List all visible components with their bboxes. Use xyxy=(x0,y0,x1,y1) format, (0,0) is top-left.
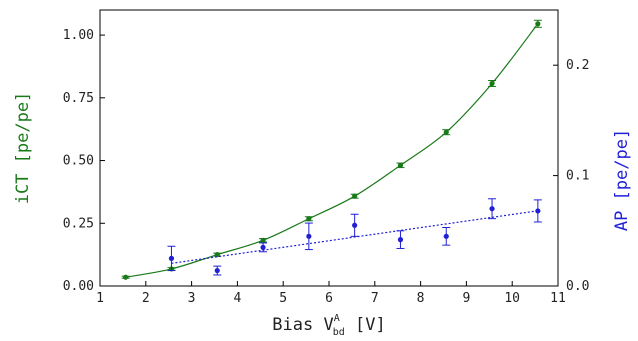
marker xyxy=(489,206,495,212)
ap-fit-line xyxy=(171,210,538,264)
x-axis-title-superscript: A xyxy=(334,313,340,324)
ict-data-point xyxy=(121,274,130,280)
series-layer xyxy=(121,19,542,280)
left-y-tick-label: 0.25 xyxy=(63,216,94,231)
ict-data-point xyxy=(488,80,497,88)
ap-data-point xyxy=(350,213,359,237)
left-y-tick-label: 0.00 xyxy=(63,279,94,294)
ict-data-point xyxy=(304,216,313,222)
marker xyxy=(443,233,449,239)
right-y-axis: 0.0 0.1 0.2 xyxy=(553,58,589,294)
left-y-axis-title: iCT [pe/pe] xyxy=(13,92,33,205)
marker xyxy=(352,193,358,199)
x-tick-label: 4 xyxy=(233,291,241,306)
plot-frame xyxy=(99,9,559,287)
marker xyxy=(306,233,312,239)
ap-data-point xyxy=(442,226,451,246)
icT-fit-line xyxy=(125,23,539,278)
x-axis-title-suffix: [V] xyxy=(345,315,386,335)
ict-data-point xyxy=(396,162,405,169)
marker xyxy=(306,216,312,222)
x-tick-label: 11 xyxy=(550,291,566,306)
x-tick-label: 3 xyxy=(188,291,196,306)
right-y-tick-label: 0.1 xyxy=(566,169,589,184)
x-axis-title: Bias VA bd [V] xyxy=(272,313,385,338)
marker xyxy=(214,267,220,274)
ap-data-point xyxy=(488,198,497,220)
x-tick-label: 1 xyxy=(96,291,104,306)
right-y-tick-label: 0.0 xyxy=(566,279,589,294)
ict-data-point xyxy=(442,129,451,136)
ap-data-point xyxy=(533,199,542,223)
marker xyxy=(443,129,449,135)
left-y-tick-label: 0.50 xyxy=(63,154,94,169)
ap-data-point xyxy=(167,245,176,272)
x-axis-title-subscript: bd xyxy=(333,327,345,338)
marker xyxy=(352,222,358,228)
marker xyxy=(260,244,266,250)
marker xyxy=(168,255,175,261)
ap-data-point xyxy=(259,242,268,253)
marker xyxy=(535,208,541,214)
x-tick-label: 10 xyxy=(504,291,520,306)
x-tick-label: 7 xyxy=(371,291,379,306)
left-y-tick-label: 1.00 xyxy=(63,28,94,43)
right-y-axis-title: AP [pe/pe] xyxy=(612,129,632,231)
x-tick-label: 5 xyxy=(279,291,287,306)
marker xyxy=(260,237,266,243)
marker xyxy=(214,252,220,258)
ict-data-point xyxy=(350,193,359,199)
ict-data-point xyxy=(213,252,222,258)
left-y-tick-label: 0.75 xyxy=(63,91,94,106)
ap-data-point xyxy=(304,222,313,251)
marker xyxy=(397,237,404,243)
left-y-axis: 0.00 0.25 0.50 0.75 1.00 xyxy=(63,28,105,294)
x-tick-label: 8 xyxy=(417,291,425,306)
x-tick-label: 2 xyxy=(142,291,150,306)
x-axis-title-symbol: V xyxy=(323,315,333,335)
marker xyxy=(489,80,495,87)
marker xyxy=(123,274,129,280)
ap-data-point xyxy=(396,230,405,249)
x-tick-label: 6 xyxy=(325,291,333,306)
marker xyxy=(535,21,541,27)
marker xyxy=(397,162,404,168)
x-axis-title-prefix: Bias xyxy=(272,315,323,335)
right-y-tick-label: 0.2 xyxy=(566,58,589,73)
ict-data-point xyxy=(533,19,542,28)
ap-data-point xyxy=(213,265,222,276)
ict-data-point xyxy=(259,237,268,243)
x-axis: 1 2 3 4 5 6 7 8 9 10 11 xyxy=(96,281,566,306)
x-tick-label: 9 xyxy=(462,291,470,306)
